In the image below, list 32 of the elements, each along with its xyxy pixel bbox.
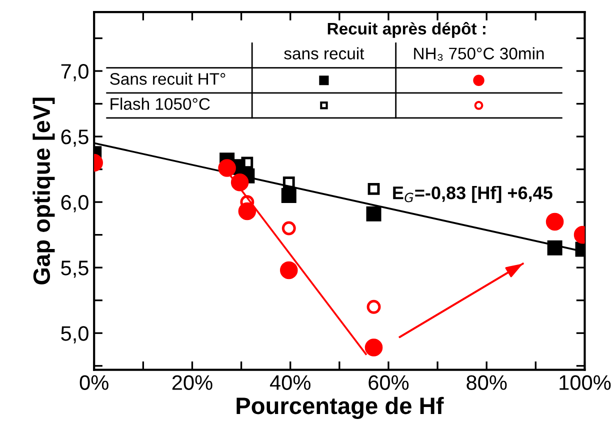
annotation: Sans recuit HT° (110, 72, 226, 85)
annotation: E$_{G}$=-0,83 [Hf] +6,45 (393, 186, 552, 203)
point (280, 261, 298, 280)
point (241, 156, 254, 169)
point (282, 221, 296, 236)
y-tick-label: 5,5 (61, 260, 88, 278)
y-tick-label: 6,0 (61, 195, 88, 212)
y-tick-label: 7,0 (61, 64, 88, 82)
point (281, 188, 296, 204)
y-axis-title: Gap optique [eV] (32, 98, 55, 284)
legend-title: Recuit après dépôt : (328, 22, 486, 38)
point (230, 174, 249, 192)
point (364, 338, 383, 356)
point (546, 212, 564, 231)
x-tick-label: 100% (560, 375, 611, 390)
x-tick-label: 40% (270, 375, 310, 390)
point (547, 240, 562, 256)
y-tick-label: 5,0 (61, 326, 88, 344)
annotation: NH₃ 750°C 30min (414, 47, 544, 61)
annotation: Flash 1050°C (110, 98, 210, 110)
x-tick-label: 20% (172, 375, 212, 390)
x-axis-title: Pourcentage de Hf (236, 396, 444, 419)
x-tick-label: 0% (80, 375, 108, 390)
point (366, 300, 381, 314)
point (368, 183, 380, 195)
point (218, 159, 236, 177)
x-tick-label: 60% (368, 375, 409, 390)
annotation: sans recuit (284, 47, 364, 60)
point (282, 176, 295, 188)
point (366, 206, 382, 222)
x-tick-label: 80% (466, 375, 507, 390)
y-tick-label: 6,5 (61, 130, 88, 147)
